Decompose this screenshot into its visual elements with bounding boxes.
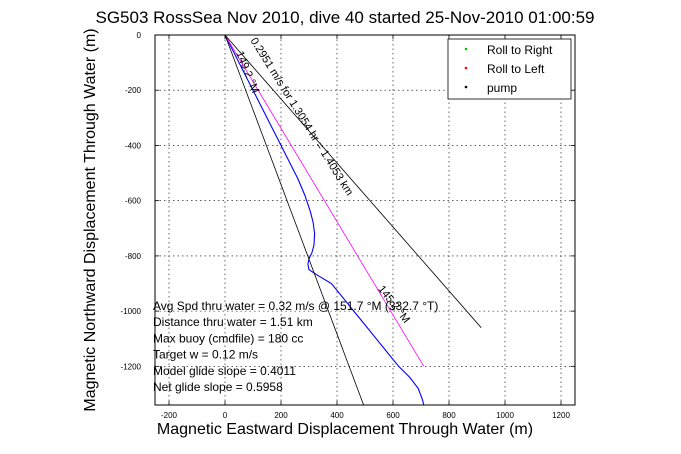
legend-label: Roll to Left: [487, 62, 545, 76]
x-tick-label: 1200: [552, 411, 570, 420]
chart-title: SG503 RossSea Nov 2010, dive 40 started …: [96, 8, 595, 27]
stats-text-block: Avg Spd thru water = 0.32 m/s @ 151.7 °M…: [153, 299, 438, 394]
series-line: [224, 34, 364, 406]
legend-marker: [464, 85, 468, 89]
x-tick-label: 1000: [496, 411, 514, 420]
series-line: [224, 34, 425, 367]
stats-line: Net glide slope = 0.5958: [153, 380, 283, 394]
legend-marker: [464, 66, 468, 70]
x-tick-label: 800: [442, 411, 456, 420]
x-tick-label: 0: [223, 411, 228, 420]
annotation-label: 0.2951 m/s for 1.3054 hr = 1.4053 km: [248, 36, 356, 198]
legend-box: [447, 38, 572, 100]
legend-label: pump: [487, 81, 517, 95]
y-tick-label: -1000: [121, 307, 142, 316]
y-axis-ticks: 0 -200 -400 -600 -800 -1000 -1200: [121, 31, 575, 371]
series-line: [224, 34, 425, 406]
legend-marker: [464, 47, 468, 51]
y-tick-label: -600: [125, 197, 142, 206]
grid: [155, 34, 575, 405]
series-line: [224, 34, 482, 328]
stats-line: Max buoy (cmdfile) = 180 cc: [153, 331, 303, 345]
x-axis-label: Magnetic Eastward Displacement Through W…: [157, 421, 533, 438]
x-tick-label: -200: [161, 411, 178, 420]
y-tick-label: -1200: [121, 362, 142, 371]
y-axis-label: Magnetic Northward Displacement Through …: [82, 28, 99, 411]
legend-label: Roll to Right: [487, 43, 553, 57]
x-tick-label: 400: [330, 411, 344, 420]
x-tick-label: 200: [274, 411, 288, 420]
stats-line: Avg Spd thru water = 0.32 m/s @ 151.7 °M…: [153, 299, 438, 313]
y-tick-label: -800: [125, 252, 142, 261]
plot-frame: [154, 34, 576, 406]
legend: Roll to Right Roll to Left pump: [447, 38, 572, 100]
x-axis-ticks: -200 0 200 400 600 800 1000 1200: [161, 35, 570, 420]
stats-line: Distance thru water = 1.51 km: [153, 315, 313, 329]
stats-line: Target w = 0.12 m/s: [153, 348, 258, 362]
stats-line: Model glide slope = 0.4011: [153, 364, 296, 378]
y-tick-label: -200: [125, 86, 142, 95]
y-tick-label: -400: [125, 141, 142, 150]
plot-series: [224, 34, 482, 406]
annotations: 0.2951 m/s for 1.3054 hr = 1.4053 km149.…: [233, 36, 411, 326]
x-tick-label: 600: [386, 411, 400, 420]
y-tick-label: 0: [137, 31, 142, 40]
